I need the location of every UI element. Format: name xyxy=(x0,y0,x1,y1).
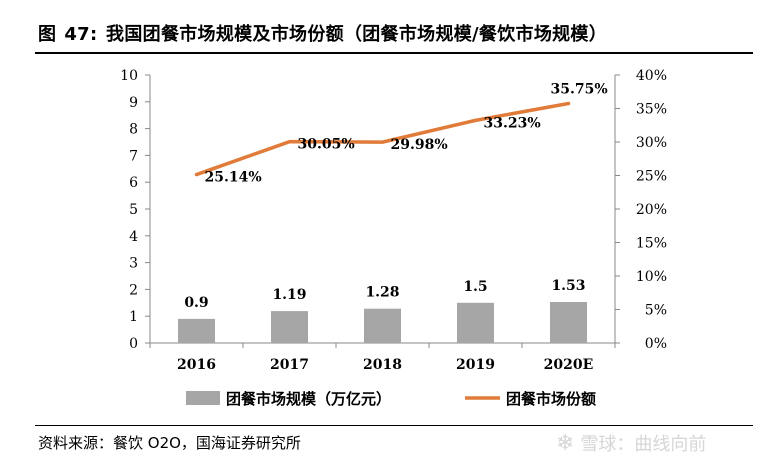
share-point-2019 xyxy=(474,118,477,122)
bottom-rule xyxy=(35,425,753,426)
bar-2018 xyxy=(364,308,401,343)
title-text: 我国团餐市场规模及市场份额（团餐市场规模/餐饮市场规模） xyxy=(106,24,608,45)
x-axis-tick-label: 2017 xyxy=(270,357,309,373)
right-axis-tick-label: 15% xyxy=(636,236,667,252)
left-axis-tick-label: 2 xyxy=(129,282,138,298)
legend-line-label: 团餐市场份额 xyxy=(506,390,596,408)
left-axis-tick-label: 8 xyxy=(129,122,138,138)
left-axis-tick-label: 7 xyxy=(129,148,138,164)
left-axis-tick-label: 10 xyxy=(120,68,138,84)
share-point-2016 xyxy=(195,173,198,177)
share-line xyxy=(194,101,571,177)
share-point-2017 xyxy=(288,140,291,144)
line-data-label: 35.75% xyxy=(551,81,608,97)
share-point-2020E xyxy=(567,101,570,105)
right-axis-tick-label: 35% xyxy=(636,102,667,118)
x-axis-tick-label: 2020E xyxy=(544,357,594,373)
figure-label: 图 xyxy=(38,24,57,45)
bar-data-label: 1.19 xyxy=(272,287,306,303)
right-axis-tick-label: 10% xyxy=(636,269,667,285)
right-axis-tick-label: 30% xyxy=(636,135,667,151)
watermark: ❄ 雪球：曲线向前 xyxy=(556,430,706,456)
legend-bar-swatch xyxy=(186,391,220,405)
left-axis-tick-label: 6 xyxy=(129,175,138,191)
chart-title: 图 47: 我国团餐市场规模及市场份额（团餐市场规模/餐饮市场规模） xyxy=(38,20,758,46)
left-axis-tick-label: 4 xyxy=(129,229,138,245)
left-axis-tick-label: 0 xyxy=(129,336,138,352)
left-axis-tick-label: 9 xyxy=(129,95,138,111)
bar-2019 xyxy=(457,302,494,343)
figure-number: 47: xyxy=(64,24,98,45)
line-data-label: 30.05% xyxy=(298,137,355,153)
left-axis-tick-label: 3 xyxy=(129,256,138,272)
line-data-label: 25.14% xyxy=(205,170,262,186)
bar-data-label: 1.53 xyxy=(551,278,585,294)
bar-data-label: 0.9 xyxy=(184,295,208,311)
top-rule xyxy=(35,52,753,54)
watermark-text: 雪球：曲线向前 xyxy=(580,434,707,455)
bar-data-label: 1.28 xyxy=(365,285,399,301)
line-data-label: 29.98% xyxy=(391,137,448,153)
right-axis-tick-label: 20% xyxy=(636,202,667,218)
right-axis-tick-label: 0% xyxy=(645,336,667,352)
share-point-2018 xyxy=(381,140,384,144)
right-axis-tick-label: 5% xyxy=(645,303,667,319)
left-axis-tick-label: 5 xyxy=(129,202,138,218)
bar-2016 xyxy=(178,318,215,343)
right-axis-tick-label: 40% xyxy=(636,68,667,84)
bar-2017 xyxy=(271,311,308,343)
x-axis-tick-label: 2016 xyxy=(177,357,216,373)
legend-bar-label: 团餐市场规模（万亿元） xyxy=(226,390,391,408)
snowball-icon: ❄ xyxy=(556,430,575,456)
bar-data-label: 1.5 xyxy=(463,279,487,295)
source-note: 资料来源：餐饮 O2O，国海证券研究所 xyxy=(38,434,301,452)
x-axis-tick-label: 2018 xyxy=(363,357,402,373)
right-axis-tick-label: 25% xyxy=(636,169,667,185)
x-axis-tick-label: 2019 xyxy=(456,357,495,373)
bar-2020E xyxy=(550,301,587,343)
left-axis-tick-label: 1 xyxy=(129,309,138,325)
line-data-label: 33.23% xyxy=(484,115,541,131)
